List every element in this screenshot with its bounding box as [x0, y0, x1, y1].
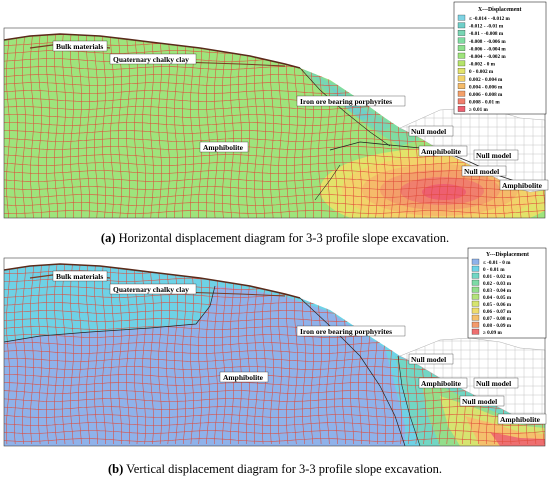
label-amphibolite-left: Amphibolite — [199, 141, 249, 153]
vertical-displacement-diagram: Bulk materials Quaternary chalky clay Ir… — [3, 247, 547, 447]
svg-text:Amphibolite: Amphibolite — [421, 379, 462, 388]
legend-swatch — [457, 60, 466, 67]
legend-label: 0.006 - 0.008 m — [469, 92, 503, 98]
svg-text:Amphibolite: Amphibolite — [223, 373, 264, 382]
label-amphibolite-mid: Amphibolite — [418, 145, 468, 157]
legend-swatch — [471, 279, 480, 286]
svg-text:Amphibolite: Amphibolite — [421, 147, 462, 156]
svg-text:Iron ore bearing porphyrites: Iron ore bearing porphyrites — [300, 327, 392, 336]
legend-label: -0.012 - -0.01 m — [469, 24, 504, 30]
legend-swatch — [457, 45, 466, 51]
legend-label: -0.008 - -0.006 m — [469, 39, 506, 45]
displacement-legend: Y---Displacement ≤ -0.01 - 0 m0 - 0.01 m… — [467, 247, 547, 339]
legend-label: 0.06 - 0.07 m — [483, 309, 512, 315]
legend-swatch — [471, 265, 480, 272]
legend-swatch — [457, 52, 466, 59]
legend-label: 0.01 - 0.02 m — [483, 274, 512, 280]
svg-text:Iron ore bearing porphyrites: Iron ore bearing porphyrites — [300, 97, 392, 106]
legend-swatch — [471, 286, 480, 293]
label-bulk-materials: Bulk materials — [52, 270, 108, 282]
legend-swatch — [457, 90, 466, 97]
svg-text:Bulk materials: Bulk materials — [56, 42, 103, 51]
legend-swatch — [471, 293, 480, 300]
legend-label: -0.002 - 0 m — [469, 62, 496, 68]
svg-text:Amphibolite: Amphibolite — [203, 143, 244, 152]
legend-swatch — [471, 272, 480, 279]
label-iron-ore-porphyrites: Iron ore bearing porphyrites — [296, 325, 406, 337]
legend-label: 0.008 - 0.01 m — [469, 100, 500, 106]
label-amphibolite-right: Amphibolite — [497, 413, 547, 425]
horizontal-displacement-panel: Bulk materials Quaternary chalky clay Ir… — [0, 0, 550, 232]
legend-label: 0 - 0.002 m — [469, 69, 494, 75]
label-null-model-1: Null model — [408, 125, 454, 137]
label-quaternary-chalky-clay: Quaternary chalky clay — [109, 53, 197, 65]
legend-swatch — [471, 300, 480, 307]
legend-swatch — [471, 321, 480, 328]
legend-label: ≥ 0.09 m — [483, 330, 503, 336]
legend-label: 0.08 - 0.09 m — [483, 323, 512, 329]
legend-label: ≤ -0.014 - -0.012 m — [469, 16, 511, 22]
legend-swatch — [457, 37, 466, 44]
svg-text:Null model: Null model — [411, 127, 446, 136]
svg-text:Null model: Null model — [462, 397, 497, 406]
label-null-model-1: Null model — [408, 353, 454, 365]
caption-b: (b) Vertical displacement diagram for 3-… — [107, 462, 443, 476]
legend-label: 0.02 - 0.03 m — [483, 281, 512, 287]
label-null-model-2: Null model — [473, 149, 519, 161]
label-amphibolite-left: Amphibolite — [219, 371, 269, 383]
legend-swatch — [471, 328, 480, 335]
legend-swatch — [457, 106, 466, 112]
legend-label: 0.07 - 0.08 m — [483, 316, 512, 322]
legend-swatch — [457, 98, 466, 105]
legend-label: ≤ -0.01 - 0 m — [483, 260, 511, 266]
caption-a: (a) Horizontal displacement diagram for … — [100, 231, 450, 245]
legend-swatch — [471, 307, 480, 314]
legend-swatch — [457, 22, 466, 29]
legend-label: -0.006 - -0.004 m — [469, 46, 506, 52]
label-null-model-2: Null model — [473, 377, 519, 389]
label-amphibolite-mid: Amphibolite — [418, 377, 468, 389]
legend-swatch — [471, 258, 480, 265]
svg-text:Null model: Null model — [464, 167, 499, 176]
svg-text:Quaternary chalky clay: Quaternary chalky clay — [113, 285, 189, 294]
legend-label: 0.03 - 0.04 m — [483, 288, 512, 294]
svg-text:Null model: Null model — [476, 151, 511, 160]
label-null-model-3: Null model — [459, 395, 505, 407]
label-iron-ore-porphyrites: Iron ore bearing porphyrites — [296, 95, 406, 107]
label-bulk-materials: Bulk materials — [52, 40, 108, 52]
legend-label: 0.05 - 0.06 m — [483, 302, 512, 308]
legend-label: 0.002 - 0.004 m — [469, 77, 503, 83]
legend-swatch — [457, 14, 466, 21]
svg-text:Amphibolite: Amphibolite — [500, 415, 541, 424]
legend-swatch — [457, 83, 466, 89]
legend-swatch — [457, 68, 466, 74]
legend-swatch — [457, 30, 466, 36]
svg-text:X---Displacement: X---Displacement — [478, 7, 522, 13]
vertical-displacement-panel: Bulk materials Quaternary chalky clay Ir… — [0, 246, 550, 464]
svg-text:Null model: Null model — [476, 379, 511, 388]
legend-label: 0.004 - 0.006 m — [469, 84, 503, 90]
svg-text:Bulk materials: Bulk materials — [56, 272, 103, 281]
legend-label: ≥ 0.01 m — [469, 107, 489, 113]
horizontal-displacement-diagram: Bulk materials Quaternary chalky clay Ir… — [3, 1, 549, 219]
legend-label: -0.004 - -0.002 m — [469, 54, 506, 60]
svg-text:Quaternary chalky clay: Quaternary chalky clay — [113, 55, 189, 64]
label-null-model-3: Null model — [461, 165, 507, 177]
legend-swatch — [457, 75, 466, 82]
svg-text:Y---Displacement: Y---Displacement — [486, 252, 529, 258]
label-amphibolite-right: Amphibolite — [499, 179, 549, 191]
svg-text:Null model: Null model — [411, 355, 446, 364]
label-quaternary-chalky-clay: Quaternary chalky clay — [109, 283, 197, 295]
svg-text:Amphibolite: Amphibolite — [502, 181, 543, 190]
legend-swatch — [471, 314, 480, 321]
legend-label: 0 - 0.01 m — [483, 267, 505, 273]
legend-label: -0.01 - -0.008 m — [469, 31, 504, 37]
displacement-legend: X---Displacement ≤ -0.014 - -0.012 m -0.0… — [453, 1, 547, 115]
legend-label: 0.04 - 0.05 m — [483, 295, 512, 301]
